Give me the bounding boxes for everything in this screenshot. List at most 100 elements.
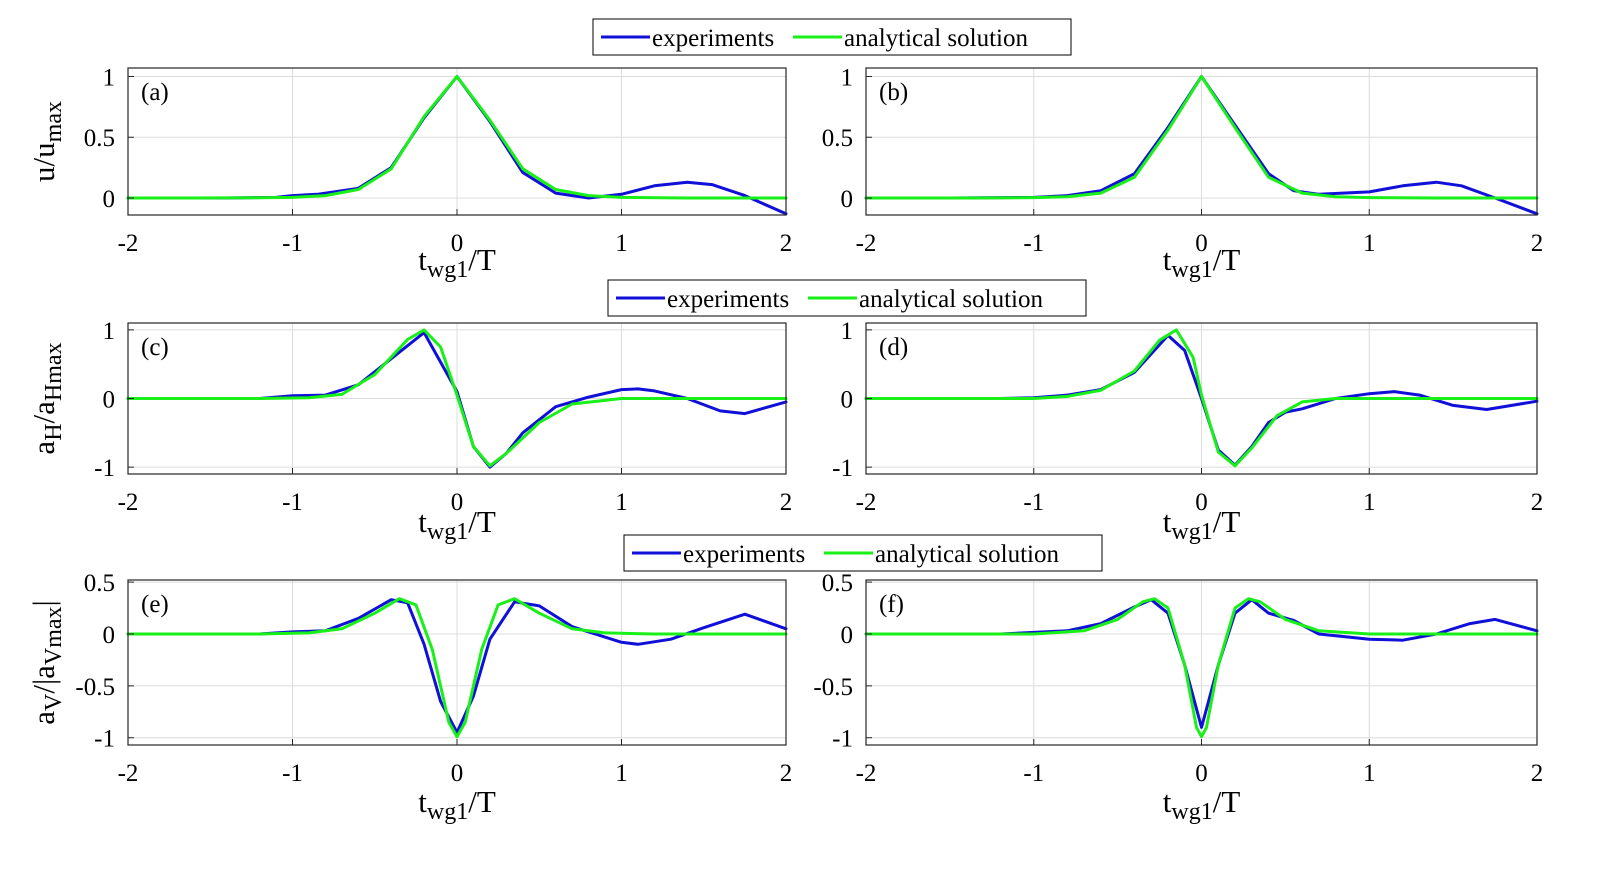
- series-line-analytical: [864, 328, 1539, 468]
- y-tick-label: 1: [841, 65, 854, 92]
- y-tick-label: 0: [841, 186, 854, 213]
- chart-panel: -2 -1 0 1 2-101(c)twg1/T: [94, 318, 792, 545]
- chart-panel: -2 -1 0 1 2 0 0.5 1 (a) twg1/T: [84, 65, 793, 284]
- y-tick-label: 0.5: [84, 570, 115, 597]
- series-line-analytical: [126, 328, 788, 468]
- x-tick-label: 1: [1363, 489, 1376, 516]
- panel-label: (f): [879, 591, 904, 618]
- x-tick-label: -2: [118, 760, 139, 787]
- legend-label-analytical: analytical solution: [859, 286, 1043, 313]
- legend-label-experiments: experiments: [652, 25, 774, 52]
- x-label-main: t: [418, 242, 427, 277]
- legend: experiments analytical solution: [623, 534, 1103, 572]
- x-tick-label: -2: [856, 760, 877, 787]
- panel-label: (d): [879, 334, 908, 361]
- chart-panel: -2 -1 0 1 2-101(d)twg1/T: [832, 318, 1543, 545]
- x-tick-label: 1: [615, 489, 628, 516]
- y-label-subscript: Vmax: [41, 606, 67, 665]
- x-tick-label: 0: [1195, 760, 1208, 787]
- x-tick-label: 0: [451, 489, 464, 516]
- y-label-subscript: H: [41, 423, 67, 440]
- x-label-subscript: wg1: [1171, 519, 1212, 545]
- legend: experiments analytical solution: [607, 279, 1087, 317]
- y-tick-label: 0: [103, 622, 116, 649]
- x-tick-label: 0: [451, 760, 464, 787]
- y-axis-label: aH/aHmax: [26, 342, 67, 454]
- panel-label: (c): [141, 334, 169, 361]
- x-tick-label: 2: [780, 760, 793, 787]
- y-tick-label: 0: [103, 186, 116, 213]
- y-tick-label: 1: [103, 318, 116, 345]
- x-tick-label: -2: [856, 489, 877, 516]
- x-label-subscript: wg1: [1171, 257, 1212, 283]
- x-tick-label: -1: [282, 760, 303, 787]
- x-label-subscript: wg1: [427, 257, 468, 283]
- y-tick-label: -1: [832, 455, 853, 482]
- y-tick-label: -0.5: [75, 674, 115, 701]
- y-axis-label: aV/|aVmax|: [26, 600, 67, 725]
- series-line-experiments: [126, 598, 788, 734]
- series-line-analytical: [864, 75, 1539, 200]
- x-tick-label: 2: [780, 489, 793, 516]
- legend-label-experiments: experiments: [667, 286, 789, 313]
- x-tick-label: -1: [282, 230, 303, 257]
- legend-label-analytical: analytical solution: [844, 25, 1028, 52]
- x-tick-label: 1: [615, 760, 628, 787]
- x-tick-label: 1: [615, 230, 628, 257]
- x-label-subscript: wg1: [427, 519, 468, 545]
- y-tick-label: 1: [841, 318, 854, 345]
- x-axis-label: twg1/T: [1163, 242, 1241, 283]
- x-label-tail: /T: [468, 784, 496, 819]
- x-label-main: t: [1163, 784, 1172, 819]
- y-tick-label: -1: [94, 726, 115, 753]
- x-label-main: t: [1163, 504, 1172, 539]
- y-label-subscript: max: [41, 101, 67, 142]
- y-label-subscript: V: [41, 693, 67, 711]
- series-line-analytical: [126, 75, 788, 200]
- y-label-middle: /|a: [26, 665, 61, 694]
- y-tick-label: 0: [841, 387, 854, 414]
- legend: experiments analytical solution: [592, 18, 1072, 56]
- y-tick-label: 0.5: [822, 125, 853, 152]
- x-tick-label: 2: [1531, 760, 1544, 787]
- x-label-main: t: [1163, 242, 1172, 277]
- y-tick-label: -1: [94, 455, 115, 482]
- chart-panel: -2 -1 0 1 2-1-0.500.5(f)twg1/T: [813, 570, 1543, 825]
- x-label-main: t: [418, 784, 427, 819]
- chart-panel: -2 -1 0 1 2 0 0.5 1 (b) twg1/T: [822, 65, 1544, 284]
- x-tick-label: -1: [282, 489, 303, 516]
- y-tick-label: 0: [103, 387, 116, 414]
- x-label-tail: /T: [468, 242, 496, 277]
- y-tick-label: 0.5: [84, 125, 115, 152]
- panel-label: (a): [141, 79, 169, 106]
- series-line-analytical: [864, 597, 1539, 739]
- y-tick-label: -1: [832, 726, 853, 753]
- x-tick-label: 2: [780, 230, 793, 257]
- y-label-middle: /a: [26, 401, 61, 424]
- x-axis-label: twg1/T: [1163, 504, 1241, 545]
- x-tick-label: 0: [1195, 489, 1208, 516]
- x-tick-label: -1: [1023, 760, 1044, 787]
- series-line-analytical: [126, 597, 788, 739]
- x-label-subscript: wg1: [427, 799, 468, 825]
- legend-label-analytical: analytical solution: [875, 541, 1059, 568]
- x-tick-label: 2: [1531, 489, 1544, 516]
- y-label-main: a: [26, 711, 61, 725]
- x-axis-label: twg1/T: [418, 242, 496, 283]
- x-tick-label: 2: [1531, 230, 1544, 257]
- x-tick-label: 0: [451, 230, 464, 257]
- y-tick-label: -0.5: [813, 674, 853, 701]
- y-tick-label: 0: [841, 622, 854, 649]
- x-tick-label: -1: [1023, 489, 1044, 516]
- y-label-main: u/u: [26, 142, 61, 182]
- x-label-tail: /T: [1213, 504, 1241, 539]
- chart-panel: -2 -1 0 1 2-1-0.500.5(e)twg1/T: [75, 570, 792, 825]
- x-tick-label: -2: [118, 489, 139, 516]
- x-tick-label: -2: [118, 230, 139, 257]
- y-label-main: a: [26, 441, 61, 455]
- x-label-subscript: wg1: [1171, 799, 1212, 825]
- y-axis-label: u/umax: [26, 101, 67, 182]
- legend-label-experiments: experiments: [683, 541, 805, 568]
- panel-label: (b): [879, 79, 908, 106]
